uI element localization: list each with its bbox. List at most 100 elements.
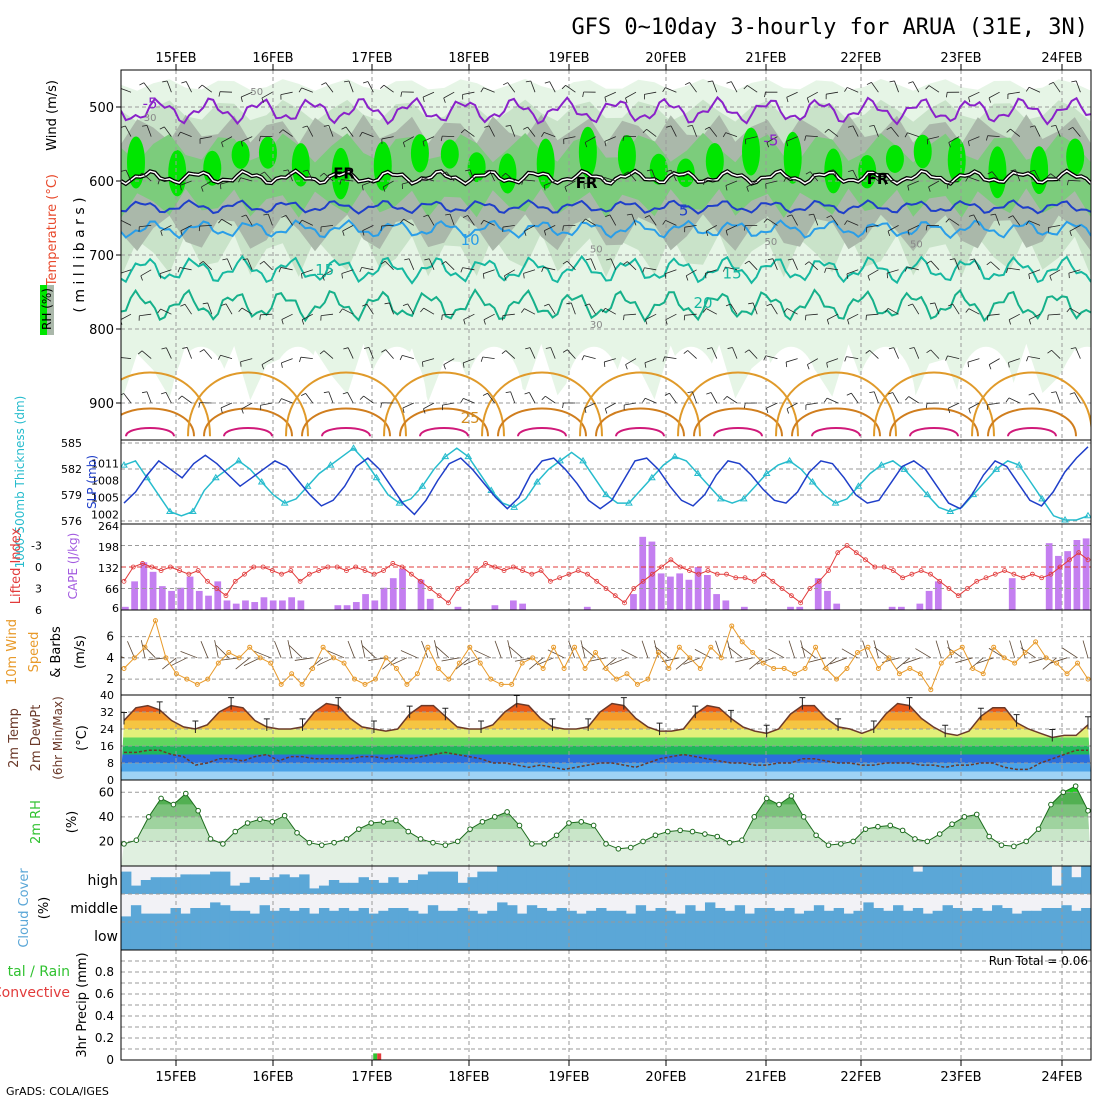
slp-tick-label: 1008 xyxy=(91,475,119,488)
wind-barb-flag xyxy=(441,261,446,265)
cloud-bar-high xyxy=(665,866,676,894)
wind-barb-flag xyxy=(281,215,287,218)
wind-speed-marker xyxy=(131,655,137,661)
wind-barb xyxy=(139,225,152,228)
wind-barb-flag xyxy=(945,355,948,361)
wind-barb xyxy=(261,91,273,99)
temp-band-5 xyxy=(121,729,1091,738)
wind-barb-flag xyxy=(342,230,345,236)
wind-barb-flag xyxy=(562,225,564,231)
wind-barb-flag xyxy=(748,302,754,305)
pressure-tick-label: 500 xyxy=(89,101,114,116)
wind-barb xyxy=(1007,91,1020,95)
wind-barb-10m xyxy=(955,657,973,664)
rh-marker xyxy=(430,839,436,846)
wind-barb-flag xyxy=(904,266,908,272)
wind-barb xyxy=(604,177,616,182)
cloud-bar-low xyxy=(675,922,686,950)
wind-barb-10m xyxy=(435,645,450,659)
cloud-bar-middle xyxy=(615,910,627,922)
wind-speed-marker xyxy=(488,676,494,682)
wind-barb-flag xyxy=(604,408,608,414)
cloud-bar-middle xyxy=(309,913,320,922)
cloud-bar-low xyxy=(635,922,647,950)
cloud-bar-middle xyxy=(121,916,132,922)
thickness-marker xyxy=(854,482,863,489)
wind-speed-marker xyxy=(917,671,923,677)
cloud-bar-low xyxy=(556,922,567,950)
bl-contour-0-0 xyxy=(121,371,211,437)
wind-barb xyxy=(159,179,172,182)
rh-band-2 xyxy=(121,816,1091,830)
thickness-marker xyxy=(900,465,909,472)
wind-barb-flag xyxy=(281,362,283,368)
li-marker xyxy=(473,568,479,573)
cloud-bar-high xyxy=(556,866,567,894)
wind-barb-flag xyxy=(642,267,645,273)
rh-moist-core-4 xyxy=(258,136,277,169)
cloud-bar-low xyxy=(922,922,934,950)
wind-barb xyxy=(422,358,435,363)
wind-barb-flag xyxy=(722,132,727,138)
thickness-marker xyxy=(234,456,243,464)
cloud-bar-middle xyxy=(843,913,854,922)
wind-barb xyxy=(687,173,697,182)
li-marker xyxy=(464,578,470,584)
wind-barb xyxy=(226,258,233,270)
li-marker xyxy=(816,578,822,584)
cape-bar xyxy=(787,606,794,610)
wind-tick-label: 2 xyxy=(106,672,114,686)
wind-barb-flag xyxy=(767,258,773,261)
cloud-bar-middle xyxy=(1011,913,1023,922)
precip-convective-label: Convective xyxy=(0,985,70,1001)
wind-barb-flag xyxy=(946,92,948,98)
wind-barb-flag xyxy=(826,215,832,219)
li-marker xyxy=(751,578,757,584)
rh-marker xyxy=(689,828,696,835)
wind-barb xyxy=(995,214,1000,226)
contour-label: 30 xyxy=(590,320,603,331)
wind-barb xyxy=(510,391,516,404)
bl-contour-9-2 xyxy=(1007,427,1057,437)
cloud-bar-low xyxy=(417,922,429,950)
li-marker xyxy=(316,568,322,573)
cloud-bar-low xyxy=(309,922,320,950)
wind-barb-flag xyxy=(645,319,648,325)
cloud-bar-high xyxy=(813,866,825,894)
cloud-bar-middle xyxy=(378,910,389,922)
wind-barb-flag xyxy=(544,81,550,84)
wind-barb-flag xyxy=(1068,126,1073,131)
cloud-layer-label-middle: middle xyxy=(70,901,118,917)
wind-barb-10m xyxy=(474,649,491,659)
wind-barb-flag xyxy=(157,179,160,185)
cloud-bar-high xyxy=(318,885,330,894)
wind-barb xyxy=(505,173,516,182)
wind-barb xyxy=(907,266,919,271)
temperature-axis-label: Temperature (°C) xyxy=(45,174,60,287)
wind-speed-marker xyxy=(959,644,965,650)
cloud-bar-low xyxy=(457,922,468,950)
cloud-bar-middle xyxy=(952,908,963,922)
cloud-bar-high xyxy=(873,866,884,894)
wind-barb-flag xyxy=(422,141,425,147)
wind-barb-flag xyxy=(159,273,162,279)
wind-barb-flag xyxy=(844,356,847,362)
cloud-bar-low xyxy=(259,922,270,950)
wind-barb xyxy=(786,176,798,182)
wind-barb xyxy=(565,84,576,93)
rh-marker xyxy=(516,822,523,829)
cloud-bar-middle xyxy=(269,910,280,922)
wind-label-1: 10m Wind xyxy=(5,619,20,685)
cloud-bar-high xyxy=(546,866,558,894)
li-marker xyxy=(844,543,850,548)
wind-barb xyxy=(199,136,212,140)
rh-marker xyxy=(343,836,350,842)
wind-barb xyxy=(1074,392,1081,404)
bottom-date-19FEB: 19FEB xyxy=(548,1070,589,1085)
wind-barb-flag xyxy=(480,87,484,93)
rh-marker xyxy=(207,836,214,842)
cape-bar xyxy=(713,594,720,610)
wind-barb-10m xyxy=(400,650,418,659)
wind-barb xyxy=(967,176,980,182)
rh-marker xyxy=(714,833,721,840)
